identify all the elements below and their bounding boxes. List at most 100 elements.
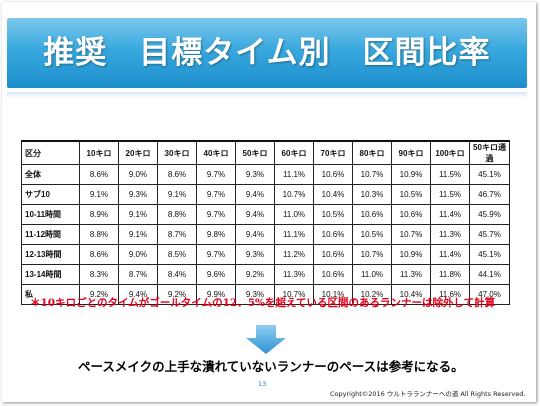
- table-cell: 9.0%: [118, 244, 158, 265]
- column-header: 70キロ: [313, 140, 353, 165]
- table-row: 10-11時間 8.9% 9.1% 8.8% 9.7% 9.4% 11.0% 1…: [21, 204, 510, 225]
- table-cell: 9.3%: [235, 244, 275, 265]
- column-header: 50キロ通過: [469, 140, 510, 165]
- row-label: 全体: [21, 164, 80, 185]
- table-cell: 11.5%: [430, 164, 470, 185]
- table-cell: 10.7%: [391, 224, 431, 245]
- column-header: 80キロ: [352, 140, 392, 165]
- row-label: 11-12時間: [21, 224, 80, 245]
- table-cell: 8.5%: [157, 244, 197, 265]
- table-cell: 9.1%: [118, 224, 158, 245]
- table-cell: 45.9%: [469, 204, 510, 225]
- table-cell: 9.6%: [196, 264, 236, 285]
- table-cell: 10.6%: [313, 224, 353, 245]
- table-cell: 11.6%: [430, 284, 470, 305]
- table-cell: 9.4%: [235, 184, 275, 205]
- table-header-row: 区分 10キロ 20キロ 30キロ 40キロ 50キロ 60キロ 70キロ 80…: [21, 140, 510, 165]
- page-number: 13: [258, 380, 267, 388]
- row-label: 10-11時間: [21, 204, 80, 225]
- table-cell: 45.1%: [469, 164, 510, 185]
- table-cell: 9.7%: [196, 164, 236, 185]
- row-label: 私: [21, 284, 80, 305]
- table-cell: 9.7%: [196, 184, 236, 205]
- table-cell: 9.3%: [235, 164, 275, 185]
- column-header: 区分: [21, 140, 80, 165]
- table-cell: 10.9%: [391, 164, 431, 185]
- table-cell: 8.9%: [79, 204, 119, 225]
- table-cell: 8.7%: [118, 264, 158, 285]
- table-cell: 9.0%: [118, 164, 158, 185]
- exclusion-note: ＊10キロごとのタイムがゴールタイムの12．5%を超えている区間のあるランナーは…: [30, 297, 496, 309]
- table-cell: 8.8%: [79, 224, 119, 245]
- table-cell: 10.7%: [274, 184, 314, 205]
- down-arrow-icon: [246, 325, 286, 354]
- table-cell: 46.7%: [469, 184, 510, 205]
- table-cell: 11.0%: [352, 264, 392, 285]
- column-header: 90キロ: [391, 140, 431, 165]
- table-cell: 8.3%: [79, 264, 119, 285]
- table-cell: 10.6%: [391, 204, 431, 225]
- table-cell: 10.5%: [352, 224, 392, 245]
- table-row: 私 9.2% 9.4% 9.2% 9.9% 9.3% 10.7% 10.1% 1…: [21, 284, 510, 305]
- table-cell: 8.6%: [157, 164, 197, 185]
- table-cell: 10.7%: [274, 284, 314, 305]
- table-cell: 8.8%: [157, 204, 197, 225]
- table-cell: 8.7%: [157, 224, 197, 245]
- table-cell: 10.7%: [352, 244, 392, 265]
- column-header: 30キロ: [157, 140, 197, 165]
- column-header: 10キロ: [79, 140, 119, 165]
- table-cell: 10.6%: [313, 164, 353, 185]
- table-row: 11-12時間 8.8% 9.1% 8.7% 9.8% 9.4% 11.1% 1…: [21, 224, 510, 245]
- table-cell: 11.4%: [430, 204, 470, 225]
- table-cell: 10.5%: [313, 204, 353, 225]
- table-row: サブ10 9.1% 9.3% 9.1% 9.7% 9.4% 10.7% 10.4…: [21, 184, 510, 205]
- table-cell: 11.2%: [274, 244, 314, 265]
- table-cell: 10.7%: [352, 164, 392, 185]
- conclusion-text: ペースメイクの上手な潰れていないランナーのペースは参考になる。: [78, 359, 464, 374]
- table-cell: 9.4%: [235, 204, 275, 225]
- table-cell: 10.6%: [313, 264, 353, 285]
- table-row: 全体 8.6% 9.0% 8.6% 9.7% 9.3% 11.1% 10.6% …: [21, 164, 510, 185]
- table-cell: 9.3%: [118, 184, 158, 205]
- table-row: 13-14時間 8.3% 8.7% 8.4% 9.6% 9.2% 11.3% 1…: [21, 264, 510, 285]
- copyright-text: Copyright©2016 ウルトラランナーへの道 All Rights Re…: [330, 390, 526, 398]
- title-banner: 推奨 目標タイム別 区間比率: [7, 18, 527, 88]
- table-cell: 10.6%: [313, 244, 353, 265]
- row-label: 13-14時間: [21, 264, 80, 285]
- table-cell: 11.1%: [274, 224, 314, 245]
- table-cell: 11.1%: [274, 164, 314, 185]
- table-cell: 9.4%: [235, 224, 275, 245]
- table-cell: 11.4%: [430, 244, 470, 265]
- table-cell: 8.6%: [79, 244, 119, 265]
- table-cell: 45.1%: [469, 244, 510, 265]
- pace-ratio-table: 区分 10キロ 20キロ 30キロ 40キロ 50キロ 60キロ 70キロ 80…: [21, 140, 510, 305]
- table-cell: 8.6%: [79, 164, 119, 185]
- table-cell: 45.7%: [469, 224, 510, 245]
- table-cell: 9.7%: [196, 204, 236, 225]
- table-row: 12-13時間 8.6% 9.0% 8.5% 9.7% 9.3% 11.2% 1…: [21, 244, 510, 265]
- table-cell: 44.1%: [469, 264, 510, 285]
- table-cell: 11.5%: [430, 184, 470, 205]
- table-cell: 47.0%: [469, 284, 510, 305]
- table-cell: 10.9%: [391, 244, 431, 265]
- table-cell: 11.3%: [391, 264, 431, 285]
- row-label: サブ10: [21, 184, 80, 205]
- column-header: 50キロ: [235, 140, 275, 165]
- table-cell: 11.3%: [274, 264, 314, 285]
- table-cell: 9.1%: [79, 184, 119, 205]
- column-header: 40キロ: [196, 140, 236, 165]
- column-header: 100キロ: [430, 140, 470, 165]
- table-cell: 10.4%: [313, 184, 353, 205]
- table-cell: 10.5%: [391, 184, 431, 205]
- table-cell: 9.7%: [196, 244, 236, 265]
- table-cell: 11.3%: [430, 224, 470, 245]
- row-label: 12-13時間: [21, 244, 80, 265]
- table-cell: 11.0%: [274, 204, 314, 225]
- table-cell: 9.1%: [157, 184, 197, 205]
- column-header: 60キロ: [274, 140, 314, 165]
- table-cell: 9.8%: [196, 224, 236, 245]
- banner-shadow: [7, 92, 527, 98]
- table-cell: 10.6%: [352, 204, 392, 225]
- table-cell: 9.1%: [118, 204, 158, 225]
- slide-title: 推奨 目標タイム別 区間比率: [43, 35, 491, 71]
